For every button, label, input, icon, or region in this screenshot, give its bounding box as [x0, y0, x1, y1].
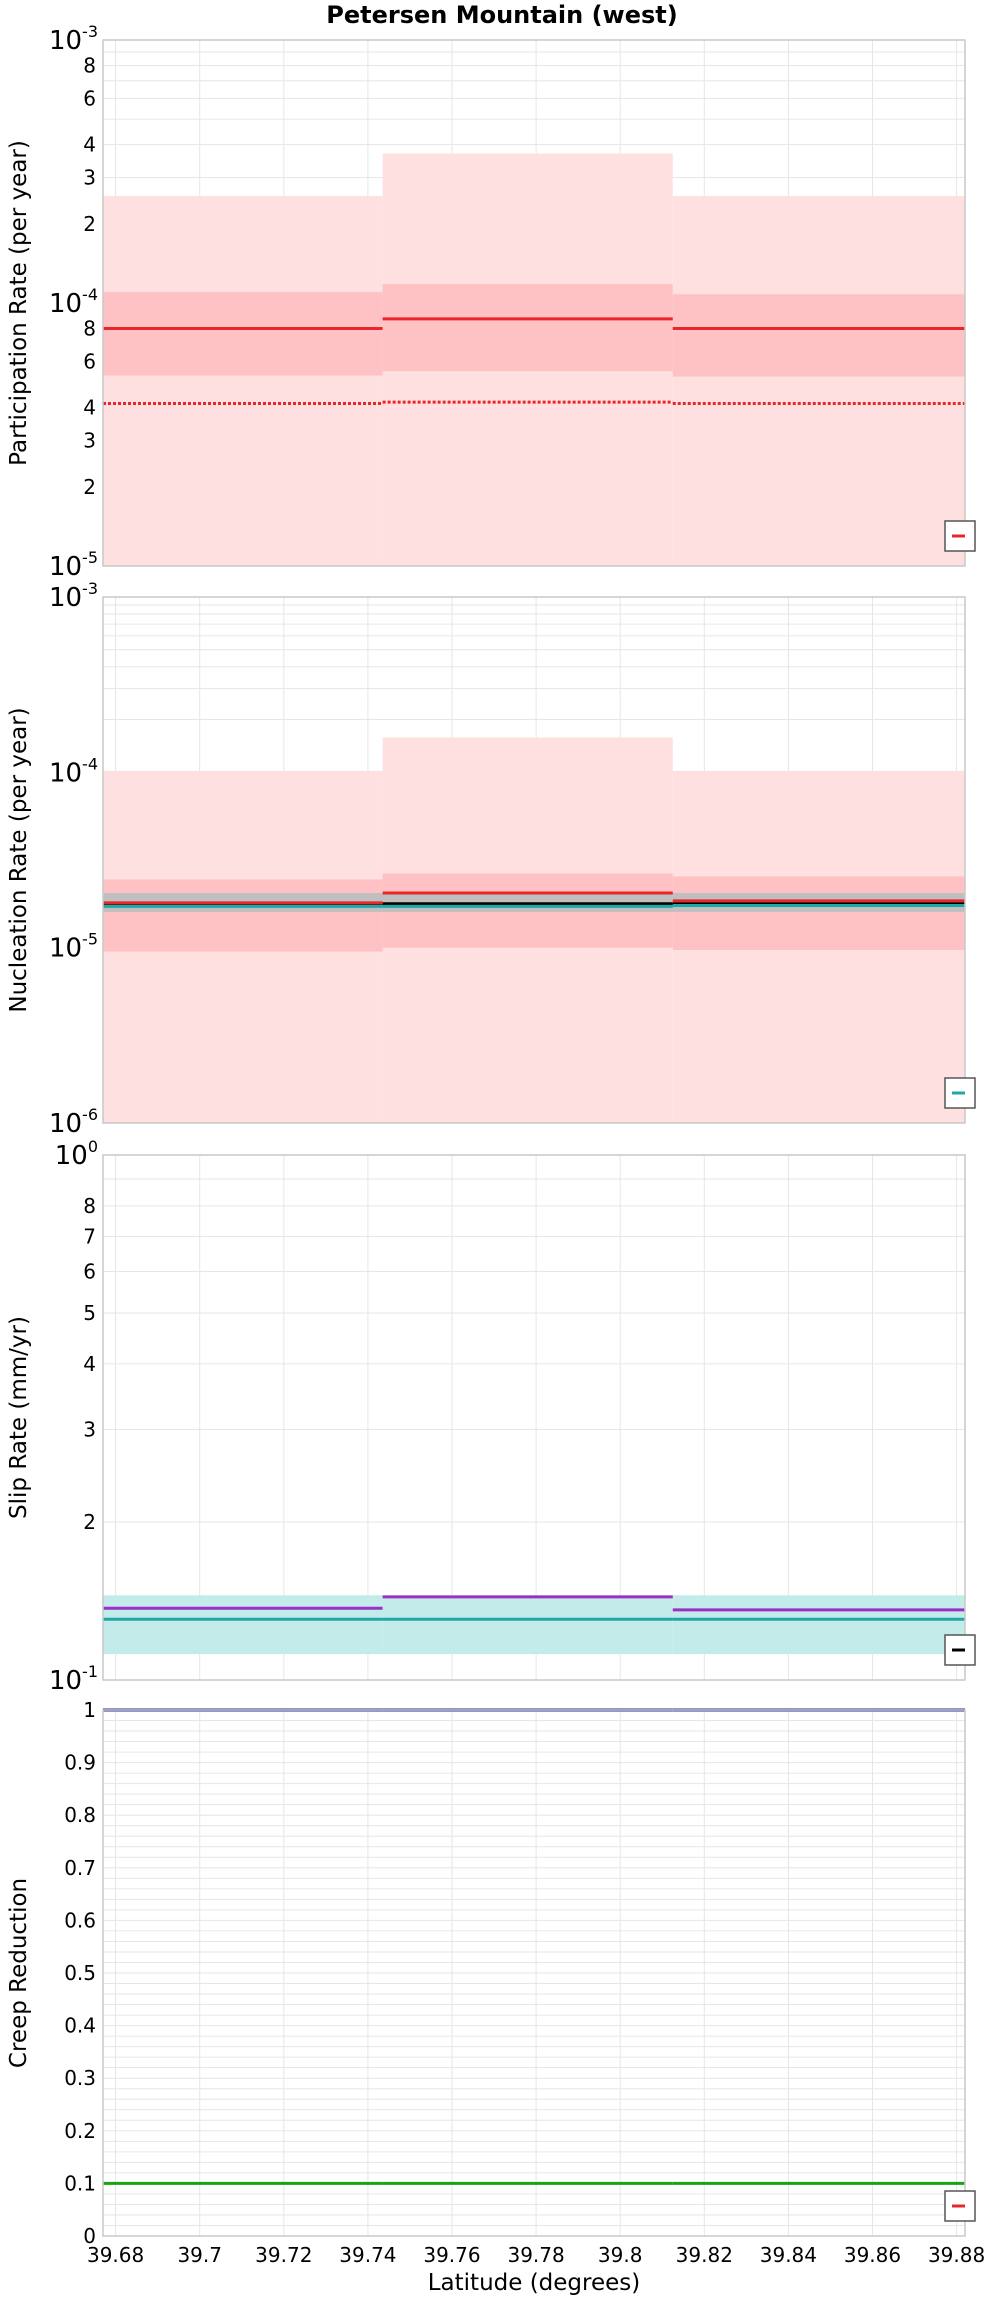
- x-tick-label: 39.8: [598, 2243, 643, 2267]
- panel-nucleation: 10-3 10-4 10-5 10-6 Nucleation Rate (per yea…: [6, 579, 976, 1139]
- x-tick-label: 39.84: [760, 2243, 817, 2267]
- plot-frame: [102, 1154, 966, 1681]
- y-minor-tick-label: 3: [83, 166, 96, 190]
- x-tick-label: 39.76: [423, 2243, 480, 2267]
- y-tick-label: 0.5: [64, 1961, 96, 1985]
- y-axis-label: Slip Rate (mm/yr): [6, 1316, 32, 1519]
- series-dotted: [103, 400, 965, 405]
- y-tick-label: 10-1: [49, 1662, 98, 1696]
- band-segment: [103, 196, 383, 566]
- y-minor-tick-label: 6: [83, 86, 96, 110]
- y-minor-tick-label: 6: [83, 1259, 96, 1283]
- series-teal-band: [103, 1595, 965, 1655]
- y-minor-tick-label: 4: [83, 396, 96, 420]
- y-axis-label: Creep Reduction: [6, 1878, 32, 2068]
- y-minor-tick-label: 4: [83, 1352, 96, 1376]
- y-minor-tick-label: 7: [83, 1224, 96, 1248]
- series-inner-band: [103, 284, 965, 377]
- y-tick-label: 0.7: [64, 1856, 96, 1880]
- x-tick-label: 39.88: [928, 2243, 985, 2267]
- band-segment: [672, 1595, 965, 1655]
- x-tick-label: 39.74: [339, 2243, 396, 2267]
- band-segment: [103, 1595, 383, 1655]
- chart-title: Petersen Mountain (west): [326, 1, 677, 29]
- y-tick-label: 0.2: [64, 2119, 96, 2143]
- y-tick-label: 100: [55, 1137, 98, 1171]
- y-tick-label: 10-3: [49, 579, 98, 613]
- band-segment: [382, 1595, 673, 1655]
- series-mean: [103, 317, 965, 330]
- plot-frame: [102, 1709, 966, 2237]
- x-tick-label: 39.86: [844, 2243, 901, 2267]
- y-tick-label: 0.9: [64, 1751, 96, 1775]
- y-minor-tick-label: 2: [83, 212, 96, 236]
- y-axis-label: Participation Rate (per year): [6, 140, 32, 466]
- y-tick-label: 10-6: [49, 1105, 98, 1139]
- y-minor-tick-label: 8: [83, 53, 96, 77]
- legend-box: [944, 1077, 976, 1109]
- x-tick-label: 39.78: [507, 2243, 564, 2267]
- y-minor-tick-label: 2: [83, 1510, 96, 1534]
- y-tick-label: 0: [83, 2224, 96, 2248]
- y-tick-label: 0.8: [64, 1803, 96, 1827]
- x-tick-label: 39.72: [255, 2243, 312, 2267]
- band-segment: [672, 294, 965, 377]
- y-axis-label: Nucleation Rate (per year): [6, 707, 32, 1012]
- y-minor-tick-label: 2: [83, 475, 96, 499]
- panel-participation: 10-3 10-4 10-5 8 6 4 3 2 8 6 4 3 2 Participation Rate…: [6, 22, 976, 582]
- band-segment: [672, 196, 965, 566]
- y-tick-label: 0.4: [64, 2014, 96, 2038]
- y-tick-label: 10-3: [49, 22, 98, 56]
- y-tick-label: 0.1: [64, 2171, 96, 2195]
- legend: [944, 1634, 976, 1666]
- y-minor-tick-label: 3: [83, 429, 96, 453]
- y-minor-tick-label: 6: [83, 349, 96, 373]
- y-tick-label: 10-4: [49, 754, 98, 788]
- y-minor-tick-label: 8: [83, 316, 96, 340]
- y-tick-label: 10-4: [49, 285, 98, 319]
- x-axis-ticks: 39.68 39.7 39.72 39.74 39.76 39.78 39.8 39.82 39…: [87, 2243, 985, 2267]
- x-tick-label: 39.68: [87, 2243, 144, 2267]
- series-purple-mean: [103, 1595, 965, 1612]
- y-minor-tick-label: 4: [83, 133, 96, 157]
- band-segment: [103, 292, 383, 376]
- legend: [944, 520, 976, 552]
- band-segment: [103, 879, 383, 952]
- y-tick-label: 0.6: [64, 1908, 96, 1932]
- legend: [944, 1077, 976, 1109]
- legend: [944, 2190, 976, 2222]
- y-tick-label: 10-5: [49, 930, 98, 964]
- series-red-mean: [103, 891, 965, 905]
- x-axis-label: Latitude (degrees): [428, 2270, 641, 2296]
- x-tick-label: 39.82: [676, 2243, 733, 2267]
- series-teal-mean: [103, 903, 965, 908]
- plot-frame: [102, 596, 966, 1124]
- y-tick-label: 10-5: [49, 548, 98, 582]
- plot-frame: [102, 39, 966, 567]
- y-tick-label: 1: [83, 1698, 96, 1722]
- panel-slip: 100 10-1 8 7 6 5 4 3 2 Slip Rate (mm/yr): [6, 1137, 976, 1696]
- band-segment: [382, 284, 673, 372]
- y-minor-tick-label: 8: [83, 1194, 96, 1218]
- y-tick-label: 0.3: [64, 2066, 96, 2090]
- series-inner-band: [103, 873, 965, 952]
- x-tick-label: 39.7: [177, 2243, 222, 2267]
- y-minor-tick-label: 5: [83, 1301, 96, 1325]
- panels: 10-3 10-4 10-5 8 6 4 3 2 8 6 4 3 2 Participation Rate…: [6, 22, 985, 2267]
- band-segment: [672, 876, 965, 950]
- y-minor-tick-label: 3: [83, 1418, 96, 1442]
- panel-creep: 1 0.9 0.8 0.7 0.6 0.5 0.4 0.3 0.2 0.1 0 Creep Reduc…: [6, 1698, 976, 2248]
